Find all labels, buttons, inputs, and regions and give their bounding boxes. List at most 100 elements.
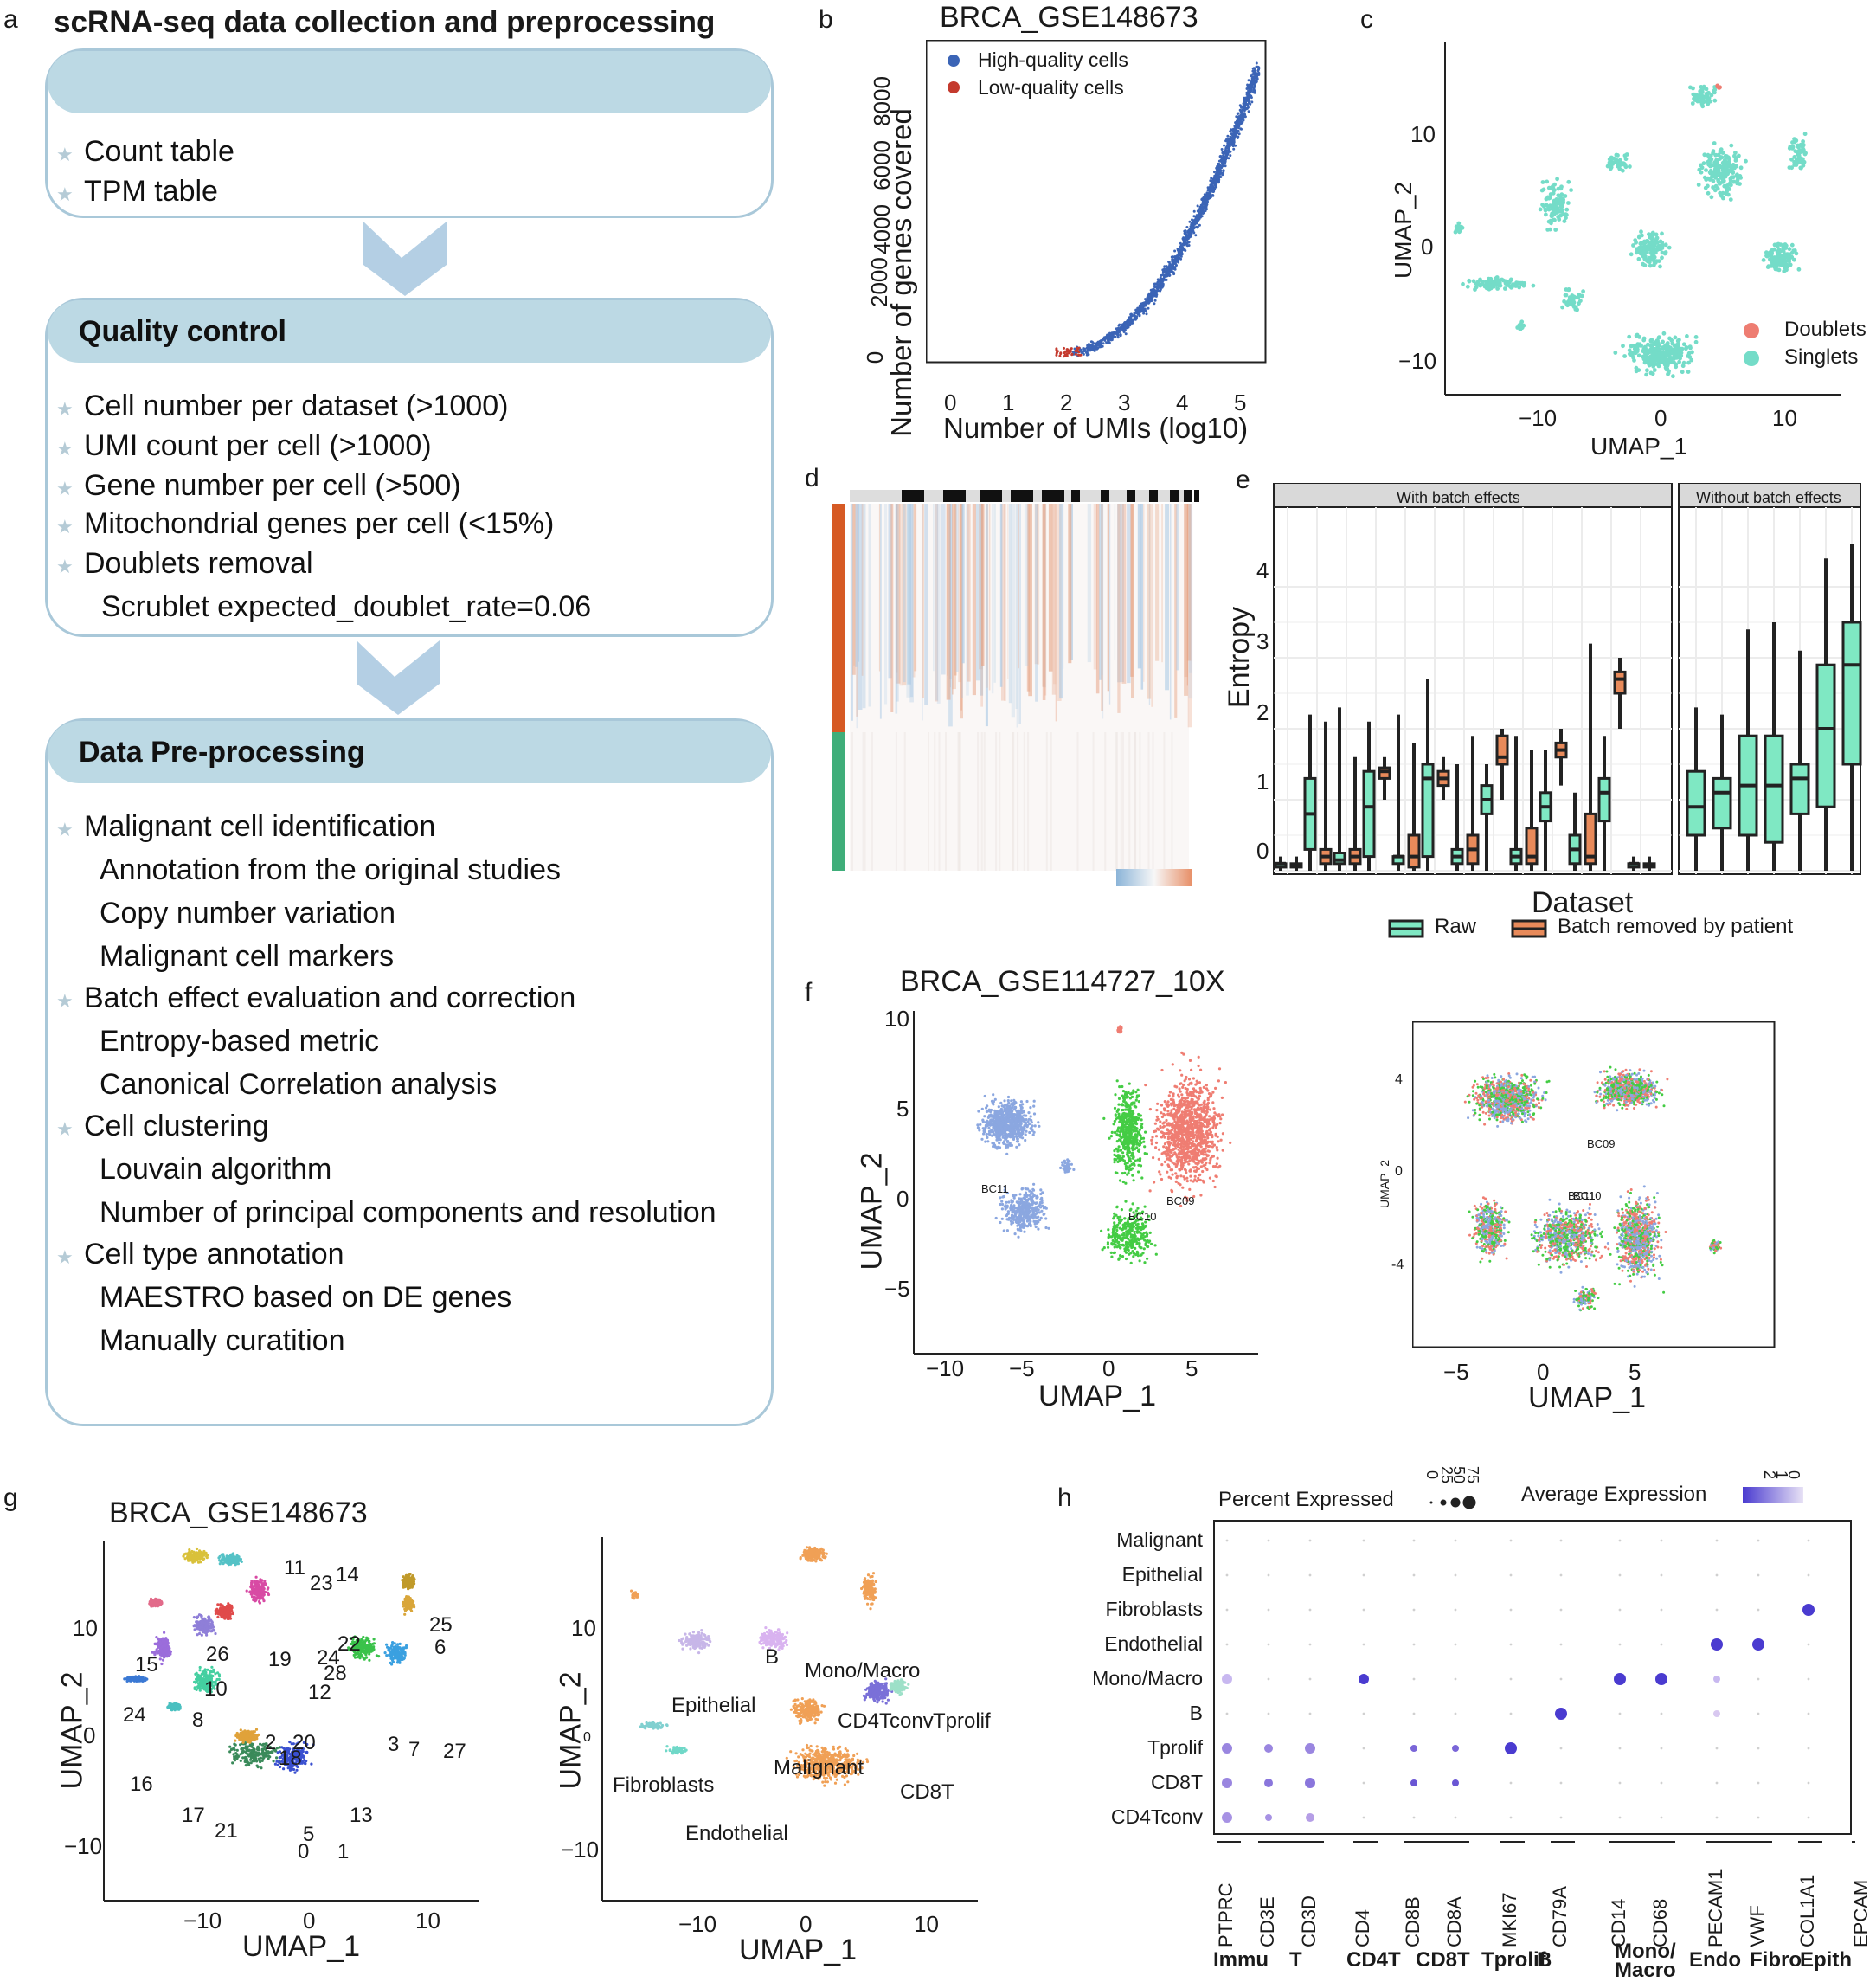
e-ytick: 0	[1256, 840, 1269, 862]
e-ytick: 1	[1256, 770, 1269, 793]
dot	[1452, 1779, 1459, 1786]
dot	[1808, 1574, 1810, 1577]
flow-item: Cell clustering	[84, 1109, 269, 1143]
dot	[1661, 1782, 1663, 1785]
dot	[1757, 1713, 1760, 1715]
b-xlabel: Number of UMIs (log10)	[943, 412, 1248, 445]
dot	[1560, 1817, 1563, 1819]
e-strip-left: With batch effects	[1397, 488, 1520, 507]
dot	[1309, 1713, 1312, 1715]
cluster-label: 3	[388, 1734, 399, 1755]
cluster-label: 25	[429, 1615, 453, 1636]
dot	[1560, 1644, 1563, 1646]
star-icon: ★	[56, 1240, 74, 1275]
dot	[1661, 1574, 1663, 1577]
dotplot-gene-label: MKI67	[1500, 1844, 1519, 1947]
b-xtick: 5	[1234, 391, 1246, 414]
dot	[1363, 1609, 1365, 1612]
legend-singlets-label: Singlets	[1784, 348, 1858, 367]
dot	[1655, 1673, 1667, 1685]
f-right-ytick: 0	[1395, 1165, 1403, 1179]
dot	[1510, 1678, 1513, 1681]
g-ylabel-right: UMAP_2	[555, 1671, 588, 1789]
cluster-label: 26	[206, 1644, 229, 1665]
cluster-label: 23	[310, 1573, 333, 1594]
h-avg-tick: 0	[1787, 1470, 1801, 1479]
cluster-label: 22	[337, 1634, 361, 1655]
panel-d-heatmap	[827, 485, 1199, 891]
b-xtick: 1	[1002, 391, 1014, 414]
panel-h-label: h	[1057, 1485, 1072, 1511]
b-xtick: 0	[944, 391, 956, 414]
panel-g-label: g	[3, 1485, 18, 1511]
e-ytick: 3	[1256, 630, 1269, 653]
legend-high-label: High-quality cells	[978, 50, 1128, 69]
star-icon: ★	[56, 984, 74, 1019]
f-tag-bc10: BC10	[1128, 1210, 1157, 1224]
dot	[1757, 1609, 1760, 1612]
g-type-tprolif: Tprolif	[933, 1712, 991, 1731]
dot	[1363, 1574, 1365, 1577]
dot	[1619, 1817, 1622, 1819]
dotplot-row-label: Fibroblasts	[1106, 1599, 1203, 1618]
dotplot-row-label: Tprolif	[1147, 1738, 1203, 1757]
dot	[1264, 1779, 1273, 1787]
f-ytick: 10	[884, 1007, 909, 1030]
dot	[1560, 1609, 1563, 1612]
cluster-label: 27	[443, 1741, 466, 1762]
dot	[1757, 1782, 1760, 1785]
f-right-tag-bc10: BC10	[1573, 1189, 1602, 1203]
dot	[1757, 1678, 1760, 1681]
g-ytick: 10	[73, 1617, 98, 1639]
f-ytick: 0	[896, 1187, 909, 1210]
f-xtick: 5	[1185, 1357, 1198, 1380]
g-ylabel-left: UMAP_2	[56, 1671, 90, 1789]
panel-h-dotplot	[1213, 1520, 1854, 1837]
e-ytick: 4	[1256, 559, 1269, 582]
h-percent-dots	[1426, 1492, 1478, 1511]
dot	[1363, 1540, 1365, 1542]
dot	[1226, 1574, 1229, 1577]
panel-c-plot	[1443, 42, 1841, 396]
c-ylabel: UMAP_2	[1390, 182, 1417, 279]
panel-d-label: d	[805, 466, 819, 492]
dot	[1413, 1574, 1416, 1577]
dot	[1752, 1638, 1764, 1651]
cluster-label: 12	[308, 1683, 331, 1703]
dot	[1802, 1604, 1815, 1616]
c-ytick: 10	[1410, 123, 1436, 145]
dotplot-group-label: CD8T	[1416, 1951, 1470, 1970]
flow-subitem: Canonical Correlation analysis	[100, 1067, 497, 1102]
dot	[1363, 1713, 1365, 1715]
dot	[1757, 1574, 1760, 1577]
cluster-label: 8	[192, 1710, 203, 1731]
dot	[1808, 1713, 1810, 1715]
flow-item: UMI count per cell (>1000)	[84, 428, 432, 463]
flow-box-data-collection: ★ Count table ★ TPM table	[45, 48, 774, 218]
f-xtick: −10	[926, 1357, 964, 1380]
dotplot-row-label: Malignant	[1116, 1530, 1203, 1549]
dot	[1510, 1609, 1513, 1612]
dot	[1363, 1644, 1365, 1646]
dot	[1716, 1540, 1719, 1542]
star-icon: ★	[56, 138, 74, 172]
flow-subitem: MAESTRO based on DE genes	[100, 1280, 511, 1315]
f-right-ytick: 4	[1395, 1073, 1403, 1087]
flow-box-header: Quality control	[48, 300, 771, 363]
g-xtick: 10	[415, 1909, 440, 1932]
g-xtick: −10	[183, 1909, 222, 1932]
dot	[1661, 1540, 1663, 1542]
dotplot-row-label: CD8T	[1151, 1773, 1203, 1792]
panel-f-label: f	[805, 980, 812, 1006]
cluster-label: 17	[182, 1805, 205, 1826]
dotplot-gene-label: CD8B	[1404, 1844, 1423, 1947]
dot	[1510, 1644, 1513, 1646]
dotplot-gene-label: PECAM1	[1706, 1844, 1725, 1947]
cluster-label: 14	[336, 1565, 359, 1586]
dot	[1619, 1574, 1622, 1577]
legend-raw-swatch	[1388, 917, 1426, 940]
dot	[1808, 1817, 1810, 1819]
dotplot-row-label: Mono/Macro	[1092, 1669, 1203, 1688]
dot	[1452, 1745, 1459, 1752]
flow-item: Doublets removal	[84, 546, 313, 581]
